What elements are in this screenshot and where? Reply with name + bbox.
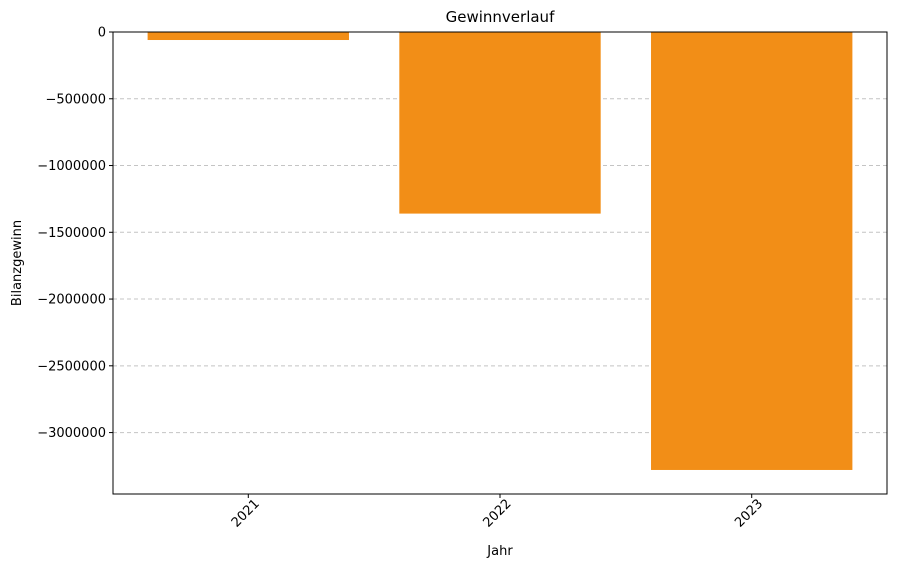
- y-tick-label: −500000: [45, 92, 106, 107]
- y-tick-label: −1000000: [37, 159, 106, 174]
- bar-2021: [147, 32, 349, 41]
- y-axis-label: Bilanzgewinn: [10, 220, 25, 306]
- y-tick-label: −2000000: [37, 293, 106, 308]
- x-axis-label: Jahr: [486, 544, 513, 559]
- y-tick-label: −1500000: [37, 226, 106, 241]
- bar-2023: [651, 32, 853, 470]
- y-tick-label: −3000000: [37, 426, 106, 441]
- chart-title: Gewinnverlauf: [446, 8, 555, 26]
- bar-2022: [399, 32, 601, 214]
- bars: [147, 32, 853, 470]
- y-axis: 0 −500000 −1000000 −1500000 −2000000 −2500000…: [37, 26, 113, 441]
- y-tick-label: 0: [98, 26, 106, 41]
- y-tick-label: −2500000: [37, 359, 106, 374]
